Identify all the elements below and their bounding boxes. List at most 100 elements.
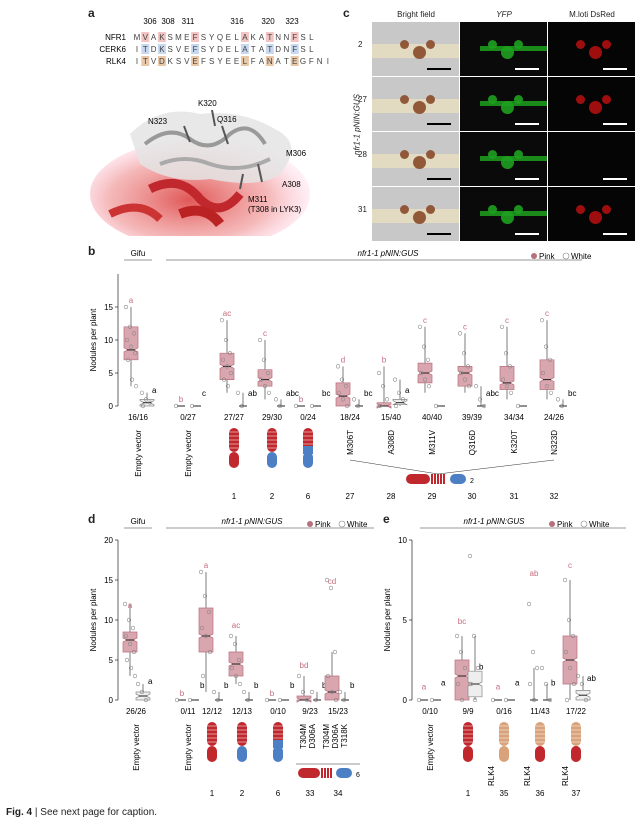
data-point (258, 377, 264, 382)
data-point (266, 390, 272, 395)
seq-char: E (192, 57, 197, 66)
data-point (455, 681, 461, 687)
construct-tip (273, 740, 283, 748)
sig-letter-pink: ab (530, 569, 539, 578)
seq-highlight (157, 44, 166, 54)
sig-letter-pink: c (505, 316, 509, 325)
seq-char: S (168, 45, 173, 54)
data-point (384, 397, 390, 402)
seq-char: S (209, 57, 214, 66)
seq-highlight (240, 44, 249, 54)
seq-highlight (191, 56, 200, 66)
sig-letter-pink: d (341, 355, 345, 364)
data-point (543, 344, 549, 349)
data-point (481, 403, 487, 409)
seq-highlight (141, 56, 150, 66)
data-point (324, 577, 330, 583)
data-point (273, 397, 279, 402)
sig-letter-pink: b (179, 395, 184, 404)
seq-char: A (259, 57, 265, 66)
seq-char: K (159, 45, 165, 54)
chart-b: 0 5 10 15 Nodules per plant Gifu nfr1-1 pNIN:G… (89, 249, 592, 501)
construct-kinase (499, 746, 509, 762)
construct-number: 30 (468, 492, 477, 501)
data-point (128, 665, 134, 671)
position-label: 320 (261, 17, 275, 26)
count-label: 0/10 (422, 707, 438, 716)
construct-number: 32 (550, 492, 559, 501)
y-axis-label: Nodules per plant (89, 588, 98, 651)
seq-char: T (267, 45, 272, 54)
count-label: 12/12 (202, 707, 223, 716)
data-point (173, 403, 179, 409)
seq-highlight (157, 56, 166, 66)
figure-caption: Fig. 4 | See next page for caption. (6, 807, 158, 818)
construct-number: 35 (500, 789, 509, 798)
box (198, 607, 214, 653)
construct-kinase (273, 746, 283, 762)
legend-white-swatch (338, 520, 346, 528)
data-point (199, 625, 205, 631)
micrograph-cell (372, 132, 459, 186)
count-label: 34/34 (504, 413, 525, 422)
seq-char: K (159, 33, 165, 42)
construct-kinase (535, 746, 545, 762)
data-point (426, 384, 432, 389)
data-point (543, 681, 549, 687)
sig-letter-white: b (350, 681, 355, 690)
data-point (126, 617, 132, 623)
y-axis-label: Nodules per plant (89, 308, 98, 371)
sig-letter-pink: a (129, 296, 134, 305)
seq-char: I (327, 57, 329, 66)
micrograph-cell (372, 77, 459, 131)
data-point (203, 633, 209, 639)
data-point (131, 331, 137, 336)
mutant-construct-kinase (336, 768, 352, 778)
count-label: 9/9 (462, 707, 474, 716)
construct-number: 1 (232, 492, 237, 501)
seq-char: N (317, 57, 323, 66)
data-point (189, 403, 195, 409)
data-point (559, 403, 565, 409)
seq-char: F (201, 57, 206, 66)
legend-white-swatch (580, 520, 588, 528)
mut-label: T304M (299, 724, 308, 749)
group-label-nfr1: nfr1-1 pNIN:GUS (464, 517, 526, 526)
data-point (507, 364, 513, 369)
seq-char: F (292, 45, 297, 54)
legend-pink-swatch (549, 521, 555, 527)
sig-letter-pink: ac (223, 309, 231, 318)
construct-number: 1 (210, 789, 215, 798)
position-label: 311 (182, 17, 195, 26)
position-label: 316 (230, 17, 244, 26)
data-point (143, 697, 149, 703)
construct-number: 36 (536, 789, 545, 798)
data-point (539, 665, 545, 671)
data-point (332, 649, 338, 655)
group-label-nfr1: nfr1-1 pNIN:GUS (358, 249, 420, 258)
x-label: Empty vector (132, 724, 141, 771)
micrograph-cell (460, 77, 547, 131)
data-point (123, 304, 129, 310)
seq-char: S (300, 33, 305, 42)
sig-letter-pink: c (263, 329, 267, 338)
data-point (206, 609, 212, 615)
sig-letter-pink: b (299, 395, 304, 404)
data-point (472, 697, 478, 703)
data-point (515, 403, 521, 409)
data-point (468, 681, 474, 687)
seq-highlight (141, 44, 150, 54)
data-point (418, 370, 424, 376)
seq-char: A (151, 33, 157, 42)
data-point (400, 397, 406, 402)
data-point (309, 689, 315, 695)
y-tick-label: 15 (104, 303, 113, 312)
sig-letter-white: a (515, 679, 520, 688)
sig-letter-white: bc (364, 389, 372, 398)
box (257, 369, 273, 387)
seq-char: E (234, 57, 239, 66)
data-point (548, 390, 554, 395)
data-point (277, 403, 283, 409)
panel-c-letter: c (343, 6, 350, 20)
